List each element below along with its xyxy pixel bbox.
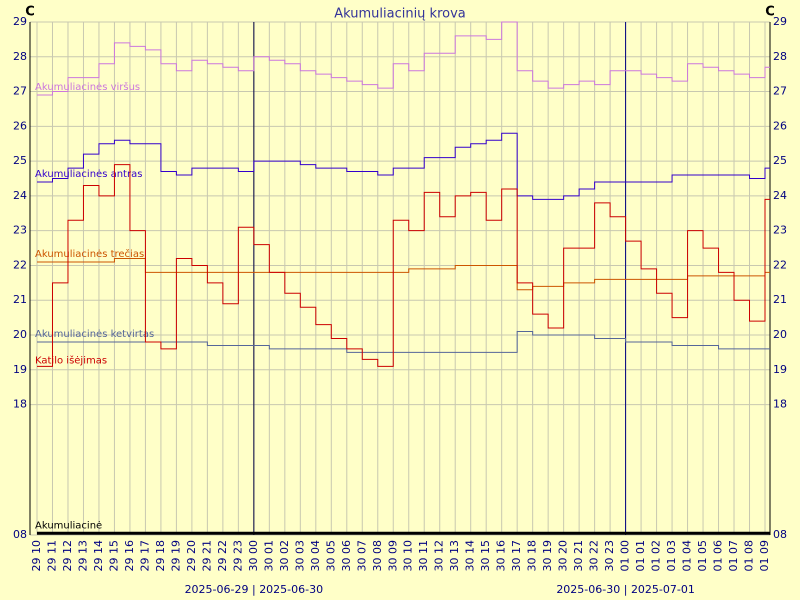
series-line bbox=[37, 331, 770, 353]
y-tick-label: 28 bbox=[13, 50, 27, 63]
x-tick-label: 30 12 bbox=[433, 540, 446, 572]
x-tick-label: 30 10 bbox=[402, 540, 415, 572]
y-tick-label: 22 bbox=[13, 258, 27, 271]
series-line bbox=[37, 132, 770, 200]
x-tick-label: 30 17 bbox=[510, 540, 523, 572]
series-line bbox=[37, 164, 770, 367]
x-tick-label: 30 03 bbox=[293, 540, 306, 572]
date-label: 2025-06-29 | 2025-06-30 bbox=[185, 583, 324, 596]
y-tick-label-right: 19 bbox=[773, 363, 787, 376]
x-tick-label: 30 18 bbox=[526, 540, 539, 572]
y-tick-label: 29 bbox=[13, 15, 27, 28]
x-tick-label: 01 00 bbox=[619, 540, 632, 572]
x-tick-label: 30 21 bbox=[572, 540, 585, 572]
y-tick-label: 08 bbox=[13, 528, 27, 541]
x-tick-label: 30 01 bbox=[262, 540, 275, 572]
y-tick-label-right: 29 bbox=[773, 15, 787, 28]
y-tick-label-right: 23 bbox=[773, 224, 787, 237]
y-unit-left: C bbox=[25, 5, 35, 20]
chart-title: Akumuliacinių krova bbox=[334, 7, 466, 22]
x-tick-label: 30 11 bbox=[417, 540, 430, 572]
x-tick-label: 30 16 bbox=[495, 540, 508, 572]
series-line bbox=[37, 258, 770, 291]
x-tick-label: 29 23 bbox=[231, 540, 244, 572]
x-tick-label: 01 04 bbox=[681, 540, 694, 572]
x-tick-label: 30 09 bbox=[386, 540, 399, 572]
series-line bbox=[37, 21, 770, 96]
x-tick-label: 29 18 bbox=[154, 540, 167, 572]
x-tick-label: 01 06 bbox=[712, 540, 725, 572]
x-tick-label: 30 19 bbox=[541, 540, 554, 572]
x-tick-label: 29 22 bbox=[216, 540, 229, 572]
x-tick-label: 01 08 bbox=[743, 540, 756, 572]
x-tick-label: 30 20 bbox=[557, 540, 570, 572]
x-tick-label: 29 17 bbox=[138, 540, 151, 572]
y-tick-label: 23 bbox=[13, 224, 27, 237]
x-tick-label: 30 07 bbox=[355, 540, 368, 572]
x-tick-label: 29 14 bbox=[92, 540, 105, 572]
x-tick-label: 30 13 bbox=[448, 540, 461, 572]
x-tick-label: 30 08 bbox=[371, 540, 384, 572]
y-tick-label: 26 bbox=[13, 119, 27, 132]
y-tick-label-right: 28 bbox=[773, 50, 787, 63]
x-tick-label: 30 14 bbox=[464, 540, 477, 572]
x-tick-label: 29 21 bbox=[200, 540, 213, 572]
date-label: 2025-06-30 | 2025-07-01 bbox=[556, 583, 695, 596]
x-tick-label: 29 10 bbox=[30, 540, 43, 572]
x-tick-label: 29 19 bbox=[169, 540, 182, 572]
y-unit-right: C bbox=[765, 5, 775, 20]
x-tick-label: 29 13 bbox=[76, 540, 89, 572]
y-tick-label-right: 18 bbox=[773, 398, 787, 411]
y-tick-label: 24 bbox=[13, 189, 27, 202]
x-tick-label: 01 01 bbox=[634, 540, 647, 572]
x-tick-label: 30 04 bbox=[309, 540, 322, 572]
y-tick-label-right: 22 bbox=[773, 258, 787, 271]
series-label: Akumuliacinės viršus bbox=[35, 81, 140, 93]
x-tick-label: 29 16 bbox=[123, 540, 136, 572]
series-label: Akumuliacinė bbox=[35, 520, 102, 531]
x-tick-label: 30 23 bbox=[603, 540, 616, 572]
y-tick-label: 27 bbox=[13, 85, 27, 98]
x-tick-label: 30 22 bbox=[588, 540, 601, 572]
y-tick-label: 18 bbox=[13, 398, 27, 411]
series-label: Akumuliacinės antras bbox=[35, 169, 142, 180]
y-tick-label: 19 bbox=[13, 363, 27, 376]
x-tick-label: 01 02 bbox=[650, 540, 663, 572]
series-label: Akumuliacinės ketvirtas bbox=[35, 329, 154, 340]
y-tick-label-right: 25 bbox=[773, 154, 787, 167]
x-tick-label: 30 05 bbox=[324, 540, 337, 572]
y-tick-label-right: 24 bbox=[773, 189, 787, 202]
x-tick-label: 29 11 bbox=[45, 540, 58, 572]
y-tick-label-right: 27 bbox=[773, 85, 787, 98]
x-tick-label: 29 12 bbox=[61, 540, 74, 572]
x-tick-label: 01 05 bbox=[696, 540, 709, 572]
y-tick-label-right: 21 bbox=[773, 293, 787, 306]
x-tick-label: 30 15 bbox=[479, 540, 492, 572]
y-tick-label-right: 26 bbox=[773, 119, 787, 132]
x-tick-label: 29 20 bbox=[185, 540, 198, 572]
y-tick-label: 21 bbox=[13, 293, 27, 306]
x-tick-label: 29 15 bbox=[107, 540, 120, 572]
x-tick-label: 30 06 bbox=[340, 540, 353, 572]
y-tick-label-right: 08 bbox=[773, 528, 787, 541]
y-tick-label: 20 bbox=[13, 328, 27, 341]
y-tick-label: 25 bbox=[13, 154, 27, 167]
x-tick-label: 01 07 bbox=[727, 540, 740, 572]
series-label: Akumuliacinės trečias bbox=[35, 248, 144, 260]
x-tick-label: 30 00 bbox=[247, 540, 260, 572]
y-tick-label-right: 20 bbox=[773, 328, 787, 341]
x-tick-label: 01 09 bbox=[758, 540, 771, 572]
x-tick-label: 30 02 bbox=[278, 540, 291, 572]
series-label: Katilo išėjimas bbox=[35, 354, 107, 366]
x-tick-label: 01 03 bbox=[665, 540, 678, 572]
